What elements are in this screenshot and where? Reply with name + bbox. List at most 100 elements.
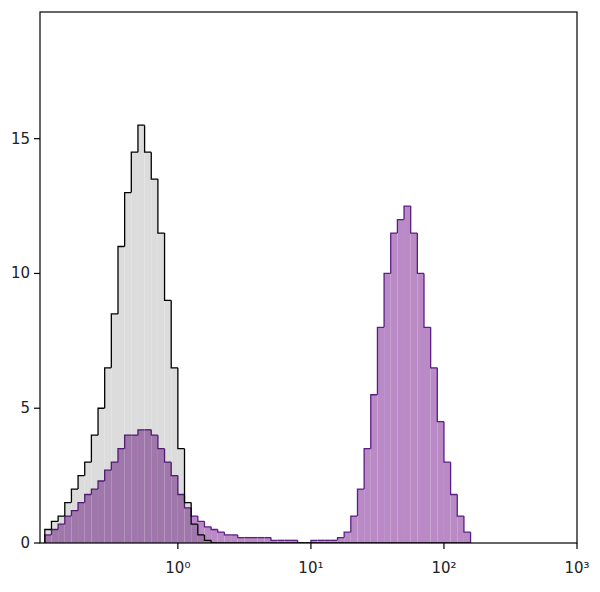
histogram-bar [105,368,112,543]
histogram-outline [244,537,251,538]
histogram-bar [185,508,192,543]
histogram-outline [105,470,112,481]
histogram-outline [45,530,52,543]
y-tick-label: 0 [20,534,30,552]
histogram-outline [51,521,58,529]
histogram-outline [85,462,92,475]
plot-area [45,125,471,543]
histogram-bar [218,532,225,543]
histogram-outline [457,494,464,516]
histogram-outline [178,476,185,495]
histogram-bar [171,476,178,543]
histogram-bar [238,538,245,543]
histogram-outline [251,537,258,538]
histogram-bar [457,516,464,543]
y-tick-label: 15 [11,130,30,148]
histogram-bar [131,152,138,543]
histogram-outline [411,206,418,233]
x-tick [310,543,311,549]
histogram-bar [178,494,185,543]
histogram-outline [65,516,72,524]
histogram-outline [145,429,152,430]
histogram-outline [384,273,391,327]
histogram-bar [118,449,125,543]
histogram-outline [58,524,65,529]
histogram-bar [344,532,351,543]
histogram-bar [437,422,444,543]
x-tick-label: 10³ [564,559,589,577]
histogram-outline [258,537,265,538]
histogram-outline [338,538,345,541]
chart: 05101510⁰10¹10²10³ [0,0,600,592]
histogram-outline [231,534,238,535]
histogram-bar [65,516,72,543]
histogram-outline [264,537,271,538]
histogram-outline [91,489,98,494]
histogram-outline [58,516,65,521]
histogram-outline [377,327,384,394]
x-tick-label: 10¹ [298,559,323,577]
series-0 [45,125,471,543]
histogram-outline [357,489,364,516]
histogram-outline [211,527,218,530]
histogram-outline [284,540,291,541]
histogram-outline [397,220,404,233]
histogram-outline [111,462,118,470]
histogram-bar [145,430,152,543]
histogram-bar [198,521,205,543]
histogram-outline [131,435,138,436]
histogram-bar [191,516,198,543]
histogram-outline [165,449,172,462]
histogram-bar [431,368,438,543]
x-tick-label: 10² [431,559,456,577]
histogram-bar [71,489,78,543]
histogram-bar [185,503,192,543]
histogram-outline [191,508,198,516]
histogram-outline [131,152,138,192]
histogram-bar [151,435,158,543]
histogram-bar [111,462,118,543]
histogram-outline [437,368,444,422]
histogram-outline [431,327,438,367]
histogram-bar [131,435,138,543]
histogram-outline [98,408,105,435]
histogram-bar [91,435,98,543]
series-1 [45,206,471,543]
histogram-outline [344,532,351,537]
histogram-outline [45,535,52,543]
y-tick-label: 5 [20,399,30,417]
histogram-outline [198,516,205,521]
histogram-outline [138,125,145,152]
histogram-bar [444,462,451,543]
histogram-bar [151,179,158,543]
x-tick [177,543,178,549]
y-tick [34,273,40,274]
histogram-bar [58,524,65,543]
histogram-outline [451,462,458,494]
x-tick [443,543,444,549]
histogram-bar [451,494,458,543]
histogram-outline [324,540,331,541]
histogram-bar [178,449,185,543]
histogram-bar [264,538,271,543]
histogram-bar [85,462,92,543]
histogram-outline [238,535,245,538]
histogram-outline [371,395,378,449]
histogram-outline [351,516,358,532]
histogram-outline [171,300,178,367]
histogram-bar [91,489,98,543]
histogram-bar [417,273,424,543]
histogram-bar [231,535,238,543]
histogram-bar [384,273,391,543]
histogram-outline [125,435,132,448]
histogram-bar [204,527,211,543]
histogram-bar [138,125,145,543]
histogram-bar [145,152,152,543]
plot-frame [40,12,577,543]
histogram-outline [85,494,92,502]
histogram-bar [171,368,178,543]
histogram-outline [185,449,192,503]
histogram-outline [158,179,165,233]
histogram-bar [364,449,371,543]
histogram-outline [78,503,85,511]
